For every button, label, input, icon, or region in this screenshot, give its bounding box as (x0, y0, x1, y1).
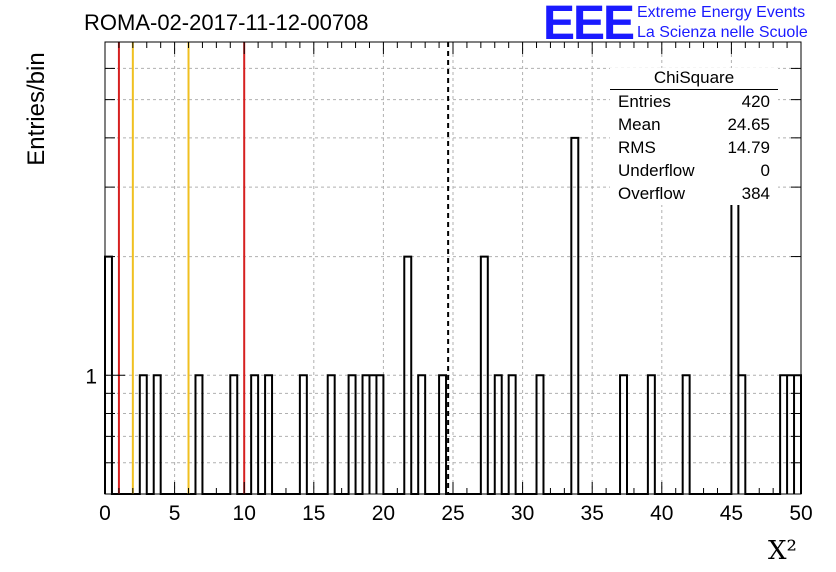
x-tick-label: 35 (581, 502, 604, 525)
x-tick-label: 40 (650, 502, 673, 525)
x-tick-label: 25 (441, 502, 464, 525)
x-tick-label: 5 (169, 502, 181, 525)
stats-row: RMS 14.79 (610, 136, 778, 159)
x-tick-label: 45 (720, 502, 743, 525)
y-tick-label: 1 (85, 365, 97, 388)
x-tick-label: 20 (372, 502, 395, 525)
stats-title: ChiSquare (610, 68, 778, 90)
histogram-bin (571, 138, 578, 494)
stats-label: RMS (618, 138, 656, 157)
eee-logo: EEE (543, 0, 635, 50)
x-tick-label: 15 (302, 502, 325, 525)
x-tick-label: 10 (233, 502, 256, 525)
stats-label: Mean (618, 115, 661, 134)
stats-value: 24.65 (727, 115, 770, 134)
stats-label: Entries (618, 92, 671, 111)
x-tick-label: 50 (789, 502, 812, 525)
stats-row: Mean 24.65 (610, 113, 778, 136)
stats-value: 384 (741, 184, 770, 203)
stats-box: ChiSquare Entries 420 Mean 24.65 RMS 14.79 … (610, 68, 778, 205)
histogram-outline (104, 136, 802, 495)
y-axis-label: Entries/bin (23, 52, 50, 166)
chart-title: ROMA-02-2017-11-12-00708 (84, 10, 369, 35)
stats-row: Entries 420 (610, 90, 778, 113)
logo-line-2: La Scienza nelle Scuole (637, 24, 808, 41)
stats-label: Underflow (618, 161, 695, 180)
x-axis-label: X² (768, 536, 797, 566)
x-tick-label: 30 (511, 502, 534, 525)
stats-row: Overflow 384 (610, 182, 778, 205)
x-tick-label: 0 (99, 502, 111, 525)
logo-line-1: Extreme Energy Events (637, 4, 806, 21)
stats-label: Overflow (618, 184, 686, 203)
stats-row: Underflow 0 (610, 159, 778, 182)
stats-value: 14.79 (727, 138, 770, 157)
stats-value: 420 (741, 92, 770, 111)
stats-value: 0 (760, 161, 770, 180)
